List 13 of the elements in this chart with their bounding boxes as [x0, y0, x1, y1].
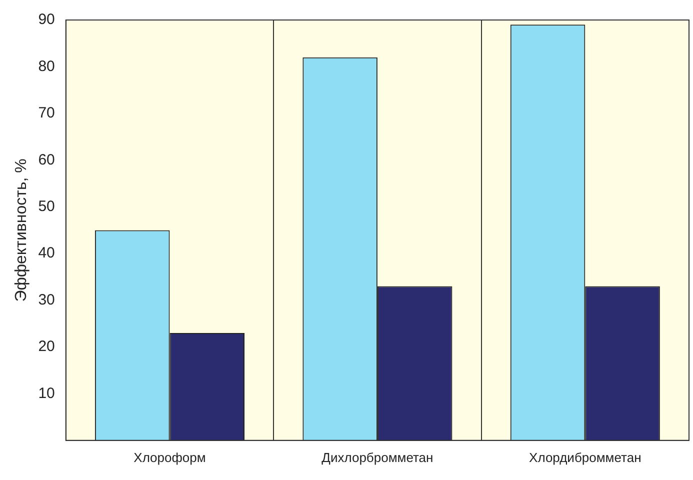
y-tick-label: 90: [38, 11, 55, 28]
y-tick-label: 20: [38, 338, 55, 356]
y-tick-label: 40: [38, 244, 55, 262]
y-tick-label: 80: [38, 58, 55, 75]
y-tick-label: 50: [38, 198, 55, 215]
x-tick-label: Дихлорбромметан: [322, 450, 434, 465]
x-tick-label: Хлороформ: [134, 450, 206, 465]
y-tick-label: 60: [38, 151, 55, 168]
y-axis-title: Эффективность, %: [13, 158, 30, 302]
y-tick-label: 10: [38, 384, 55, 402]
y-tick-label: 30: [38, 291, 55, 308]
x-tick-label: Хлордибромметан: [529, 450, 642, 465]
y-tick-label: 70: [38, 104, 55, 122]
